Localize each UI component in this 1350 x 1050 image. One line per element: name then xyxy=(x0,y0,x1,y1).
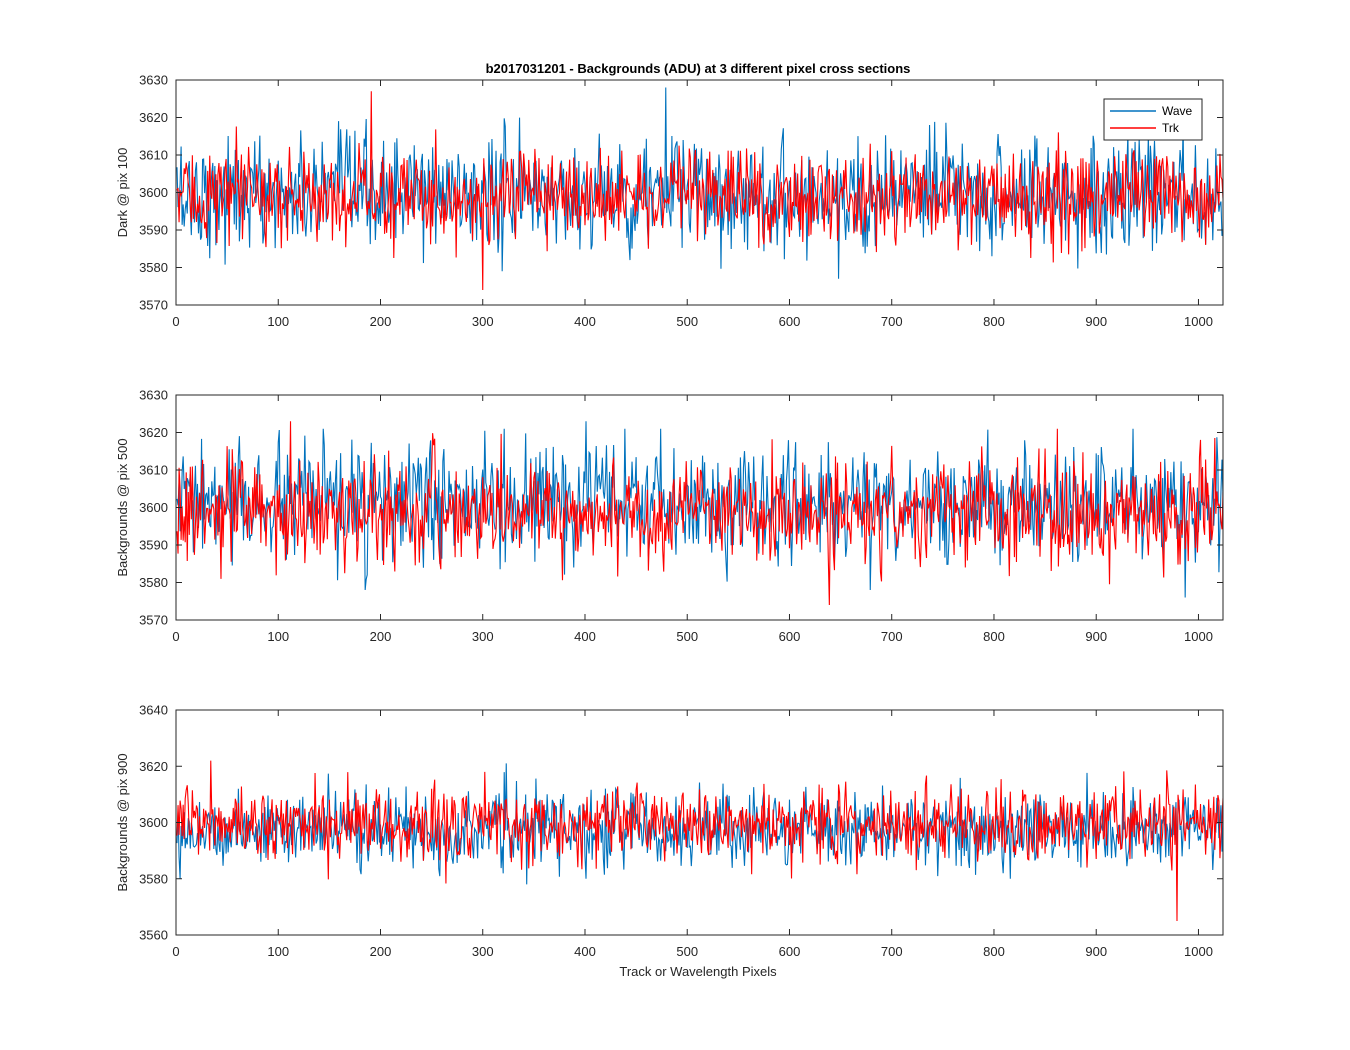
x-tick-label: 300 xyxy=(472,314,494,329)
x-tick-label: 1000 xyxy=(1184,944,1213,959)
x-tick-label: 900 xyxy=(1085,629,1107,644)
panels: 0 100 200 300 400 500 600 700 800 900 100035703580… xyxy=(115,73,1224,959)
x-tick-label: 0 xyxy=(172,629,179,644)
y-tick-label: 3570 xyxy=(139,298,168,313)
y-tick-label: 3620 xyxy=(139,110,168,125)
legend-label-wave: Wave xyxy=(1162,104,1193,118)
x-tick-label: 200 xyxy=(370,629,392,644)
legend: Wave Trk xyxy=(1103,98,1203,141)
x-tick-label: 1000 xyxy=(1184,314,1213,329)
y-tick-label: 3630 xyxy=(139,73,168,88)
y-tick-label: 3610 xyxy=(139,463,168,478)
x-tick-label: 400 xyxy=(574,314,596,329)
x-tick-label: 0 xyxy=(172,314,179,329)
x-tick-label: 400 xyxy=(574,629,596,644)
y-tick-label: 3600 xyxy=(139,500,168,515)
x-tick-label: 700 xyxy=(881,314,903,329)
chart-title: b2017031201 - Backgrounds (ADU) at 3 dif… xyxy=(486,61,911,76)
x-tick-label: 500 xyxy=(676,314,698,329)
y-tick-label: 3640 xyxy=(139,703,168,718)
y-tick-label: 3630 xyxy=(139,388,168,403)
y-tick-label: 3580 xyxy=(139,575,168,590)
y-tick-label: 3620 xyxy=(139,425,168,440)
y-tick-label: 3600 xyxy=(139,185,168,200)
x-tick-label: 600 xyxy=(779,314,801,329)
y-tick-label: 3570 xyxy=(139,613,168,628)
x-tick-label: 500 xyxy=(676,944,698,959)
y-tick-label: 3560 xyxy=(139,928,168,943)
y-tick-label: 3580 xyxy=(139,871,168,886)
x-tick-label: 800 xyxy=(983,629,1005,644)
x-axis-label: Track or Wavelength Pixels xyxy=(619,964,777,979)
x-tick-label: 700 xyxy=(881,944,903,959)
x-tick-label: 600 xyxy=(779,629,801,644)
x-tick-label: 0 xyxy=(172,944,179,959)
panel-1: 0 100 200 300 400 500 600 700 800 900 1000 3570 3580… xyxy=(115,73,1224,329)
x-tick-label: 500 xyxy=(676,629,698,644)
x-tick-label: 1000 xyxy=(1184,629,1213,644)
y-tick-label: 3590 xyxy=(139,538,168,553)
x-tick-label: 200 xyxy=(370,314,392,329)
y-axis-label: Backgrounds @ pix 900 xyxy=(115,753,130,891)
series-line-trk xyxy=(176,421,1223,606)
x-tick-label: 900 xyxy=(1085,944,1107,959)
x-tick-label: 200 xyxy=(370,944,392,959)
y-tick-label: 3590 xyxy=(139,223,168,238)
x-tick-label: 100 xyxy=(267,944,289,959)
panel-3: 0 100 200 300 400 500 600 700 800 900 1000 3560 3580… xyxy=(115,703,1224,959)
series-line-trk xyxy=(176,760,1223,921)
x-tick-label: 300 xyxy=(472,944,494,959)
panel-2: 0 100 200 300 400 500 600 700 800 900 1000 3570 3580… xyxy=(115,388,1224,644)
y-tick-label: 3620 xyxy=(139,759,168,774)
x-tick-label: 700 xyxy=(881,629,903,644)
y-tick-label: 3600 xyxy=(139,815,168,830)
x-tick-label: 800 xyxy=(983,314,1005,329)
y-tick-label: 3610 xyxy=(139,148,168,163)
y-tick-label: 3580 xyxy=(139,260,168,275)
x-tick-label: 300 xyxy=(472,629,494,644)
legend-label-trk: Trk xyxy=(1162,121,1180,135)
series-line-trk xyxy=(176,91,1223,291)
legend-box xyxy=(1103,98,1203,141)
y-axis-label: Backgrounds @ pix 500 xyxy=(115,438,130,576)
x-tick-label: 600 xyxy=(779,944,801,959)
x-tick-label: 100 xyxy=(267,314,289,329)
x-tick-label: 900 xyxy=(1085,314,1107,329)
x-tick-label: 100 xyxy=(267,629,289,644)
x-tick-label: 800 xyxy=(983,944,1005,959)
x-tick-label: 400 xyxy=(574,944,596,959)
y-axis-label: Dark @ pix 100 xyxy=(115,148,130,238)
